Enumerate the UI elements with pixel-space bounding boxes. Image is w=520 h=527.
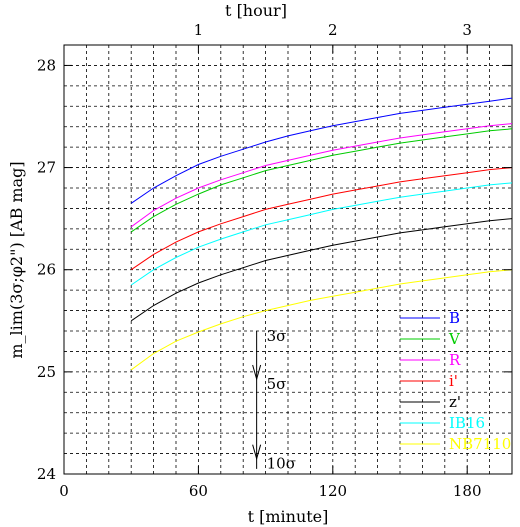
x-tick-label: 60 [189,482,208,500]
sigma-arrow-head [252,444,262,461]
top-x-tick-label: 3 [462,21,472,39]
top-x-tick-label: 1 [194,21,204,39]
sigma-label: 3σ [267,327,287,345]
legend-label: NB7110 [449,435,511,453]
legend-label: B [449,309,460,327]
plot-border [63,44,513,475]
y-tick-label: 28 [37,56,56,74]
y-axis-label: m_lim(3σ;φ2") [AB mag] [7,161,26,358]
sigma-annotations: 3σ 5σ 10σ [252,327,296,473]
grid [64,45,512,474]
series-line-i [130,167,513,271]
sigma-label: 10σ [267,455,296,473]
x-tick-label: 120 [318,482,347,500]
y-tick-label: 27 [37,159,56,177]
legend-label: V [448,330,461,348]
series-line-b [130,97,513,204]
series-line-v [130,128,513,233]
series-line-ib16 [130,182,513,286]
series-line-nb7110 [130,269,513,371]
y-tick-label: 26 [37,261,56,279]
top-x-axis-label: t [hour] [225,1,287,20]
legend-label: IB16 [449,414,485,432]
legend-label: z' [449,393,461,411]
sigma-label: 5σ [267,375,287,393]
legend-label: i' [449,372,458,390]
legend-label: R [449,351,461,369]
axis-ticks: 0 60 120 180 24 25 26 27 28 1 2 3 [37,21,512,500]
x-axis-label: t [minute] [248,507,329,526]
top-x-tick-label: 2 [328,21,338,39]
sigma-arrow-head [252,364,262,381]
y-tick-label: 24 [37,465,56,483]
x-tick-label: 0 [59,482,69,500]
y-tick-label: 25 [37,363,56,381]
series-line-r [130,123,513,228]
x-tick-label: 180 [453,482,482,500]
plot-frame [63,44,513,475]
series-line-z [130,218,513,322]
series-lines [130,97,513,371]
